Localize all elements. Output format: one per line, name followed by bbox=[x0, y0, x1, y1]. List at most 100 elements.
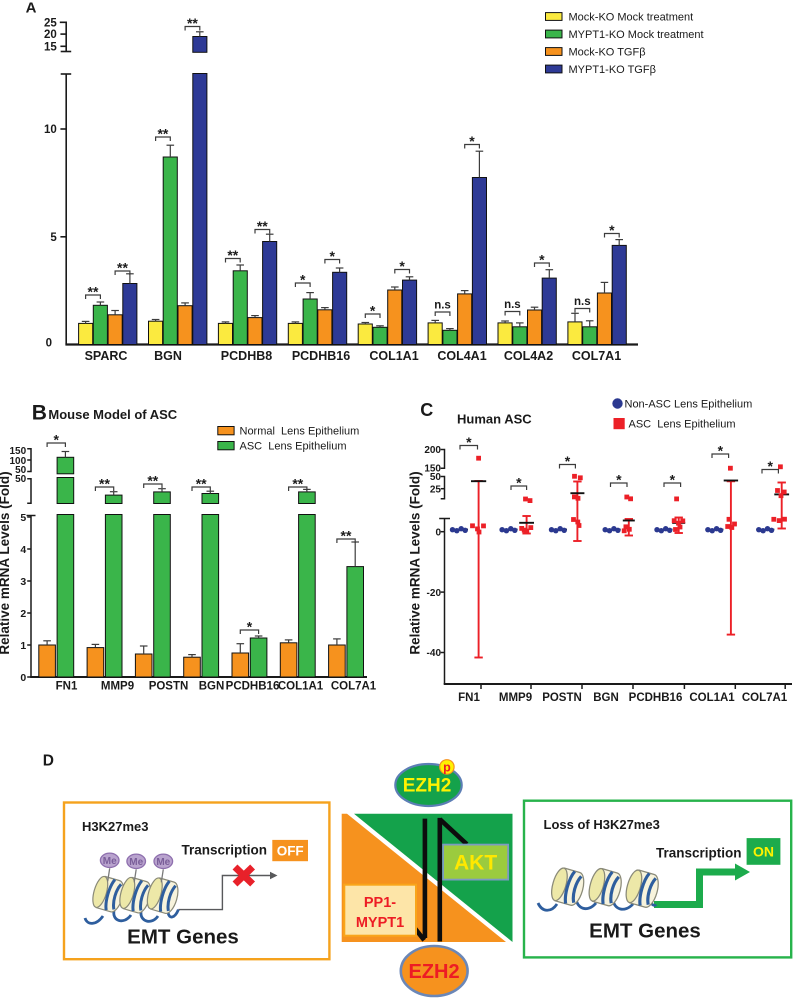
svg-text:PCDHB8: PCDHB8 bbox=[221, 349, 272, 363]
svg-text:0: 0 bbox=[20, 672, 26, 684]
svg-text:*: * bbox=[300, 272, 306, 288]
svg-text:Non-ASC Lens Epithelium: Non-ASC Lens Epithelium bbox=[625, 399, 753, 411]
svg-text:50: 50 bbox=[15, 474, 27, 485]
svg-text:ASC Lens Epithelium: ASC Lens Epithelium bbox=[629, 419, 736, 431]
svg-text:COL1A1: COL1A1 bbox=[278, 681, 324, 693]
svg-text:ON: ON bbox=[753, 844, 774, 860]
svg-text:Mouse Model of ASC: Mouse Model of ASC bbox=[48, 407, 177, 422]
svg-text:PCDHB16: PCDHB16 bbox=[226, 681, 280, 693]
svg-text:**: ** bbox=[257, 218, 268, 234]
svg-text:PCDHB16: PCDHB16 bbox=[292, 349, 350, 363]
svg-text:FN1: FN1 bbox=[56, 681, 78, 693]
svg-text:p: p bbox=[443, 760, 451, 774]
svg-text:*: * bbox=[247, 619, 253, 635]
svg-text:Me: Me bbox=[156, 857, 170, 868]
svg-text:*: * bbox=[516, 475, 522, 491]
svg-text:n.s: n.s bbox=[504, 299, 521, 311]
svg-text:n.s: n.s bbox=[434, 300, 451, 312]
svg-text:COL1A1: COL1A1 bbox=[369, 349, 418, 363]
svg-text:3: 3 bbox=[20, 576, 26, 588]
svg-text:10: 10 bbox=[44, 124, 57, 136]
svg-text:0: 0 bbox=[46, 338, 52, 350]
svg-text:50: 50 bbox=[15, 465, 27, 476]
svg-text:EZH2: EZH2 bbox=[408, 961, 459, 983]
svg-text:MYPT1: MYPT1 bbox=[356, 915, 404, 931]
svg-text:H3K27me3: H3K27me3 bbox=[82, 819, 149, 834]
svg-text:AKT: AKT bbox=[454, 852, 497, 875]
svg-text:**: ** bbox=[117, 260, 128, 276]
svg-text:PCDHB16: PCDHB16 bbox=[629, 692, 683, 704]
svg-text:Human ASC: Human ASC bbox=[457, 412, 532, 427]
svg-text:n.s: n.s bbox=[574, 296, 591, 308]
svg-text:MMP9: MMP9 bbox=[499, 692, 532, 704]
svg-text:**: ** bbox=[99, 476, 110, 492]
svg-text:25: 25 bbox=[44, 17, 57, 29]
svg-text:**: ** bbox=[341, 528, 352, 544]
svg-text:-40: -40 bbox=[427, 648, 442, 659]
svg-text:Normal Lens Epithelium: Normal Lens Epithelium bbox=[240, 426, 360, 438]
svg-text:*: * bbox=[670, 472, 676, 488]
svg-text:COL7A1: COL7A1 bbox=[331, 681, 377, 693]
svg-text:EZH2: EZH2 bbox=[403, 776, 452, 797]
svg-text:*: * bbox=[399, 258, 405, 274]
svg-text:5: 5 bbox=[50, 232, 57, 244]
svg-text:MMP9: MMP9 bbox=[101, 681, 134, 693]
svg-text:Mock-KO TGFβ: Mock-KO TGFβ bbox=[569, 46, 646, 58]
svg-text:100: 100 bbox=[10, 456, 27, 467]
svg-text:-20: -20 bbox=[427, 588, 442, 599]
svg-text:**: ** bbox=[227, 247, 238, 263]
svg-text:0: 0 bbox=[435, 527, 441, 538]
svg-text:*: * bbox=[370, 303, 376, 319]
svg-text:*: * bbox=[469, 133, 475, 149]
svg-text:COL7A1: COL7A1 bbox=[742, 692, 788, 704]
svg-text:Mock-KO Mock treatment: Mock-KO Mock treatment bbox=[569, 11, 694, 23]
svg-text:Relative mRNA Levels (Fold): Relative mRNA Levels (Fold) bbox=[408, 471, 423, 654]
svg-text:25: 25 bbox=[430, 484, 442, 495]
svg-text:ASC Lens Epithelium: ASC Lens Epithelium bbox=[240, 441, 347, 453]
svg-text:**: ** bbox=[292, 476, 303, 492]
svg-text:C: C bbox=[420, 400, 433, 420]
svg-text:OFF: OFF bbox=[277, 843, 304, 858]
svg-text:EMT Genes: EMT Genes bbox=[589, 920, 701, 943]
svg-text:BGN: BGN bbox=[199, 681, 225, 693]
svg-text:COL4A2: COL4A2 bbox=[504, 349, 553, 363]
svg-text:*: * bbox=[539, 252, 545, 268]
svg-text:COL4A1: COL4A1 bbox=[437, 349, 486, 363]
svg-text:*: * bbox=[329, 248, 335, 264]
svg-text:**: ** bbox=[187, 15, 198, 31]
svg-text:**: ** bbox=[157, 126, 168, 142]
svg-text:POSTN: POSTN bbox=[149, 681, 189, 693]
svg-text:*: * bbox=[466, 434, 472, 450]
svg-text:MYPT1-KO Mock treatment: MYPT1-KO Mock treatment bbox=[569, 29, 704, 41]
svg-text:SPARC: SPARC bbox=[85, 349, 128, 363]
svg-text:BGN: BGN bbox=[154, 349, 182, 363]
svg-text:PP1-: PP1- bbox=[364, 895, 396, 911]
svg-text:COL7A1: COL7A1 bbox=[572, 349, 621, 363]
svg-text:Me: Me bbox=[103, 856, 117, 867]
svg-text:COL1A1: COL1A1 bbox=[689, 692, 735, 704]
svg-text:FN1: FN1 bbox=[458, 692, 480, 704]
svg-text:4: 4 bbox=[20, 544, 26, 556]
svg-text:Transcription: Transcription bbox=[182, 843, 268, 858]
svg-text:*: * bbox=[718, 443, 724, 459]
svg-text:A: A bbox=[26, 0, 37, 17]
svg-text:Transcription: Transcription bbox=[656, 846, 742, 861]
svg-text:5: 5 bbox=[20, 512, 26, 524]
svg-text:BGN: BGN bbox=[593, 692, 619, 704]
svg-text:150: 150 bbox=[424, 464, 441, 475]
svg-text:2: 2 bbox=[20, 608, 26, 620]
svg-text:**: ** bbox=[196, 476, 207, 492]
svg-text:*: * bbox=[53, 432, 59, 448]
svg-text:**: ** bbox=[88, 284, 99, 300]
svg-text:POSTN: POSTN bbox=[542, 692, 582, 704]
svg-text:15: 15 bbox=[44, 41, 57, 53]
svg-text:20: 20 bbox=[44, 29, 57, 41]
svg-text:EMT Genes: EMT Genes bbox=[127, 926, 239, 949]
svg-text:*: * bbox=[767, 458, 773, 474]
svg-text:Loss of H3K27me3: Loss of H3K27me3 bbox=[544, 817, 660, 832]
svg-text:D: D bbox=[43, 752, 54, 769]
svg-text:B: B bbox=[32, 402, 47, 425]
svg-text:200: 200 bbox=[424, 445, 441, 456]
svg-text:*: * bbox=[565, 453, 571, 469]
svg-text:50: 50 bbox=[430, 472, 442, 483]
